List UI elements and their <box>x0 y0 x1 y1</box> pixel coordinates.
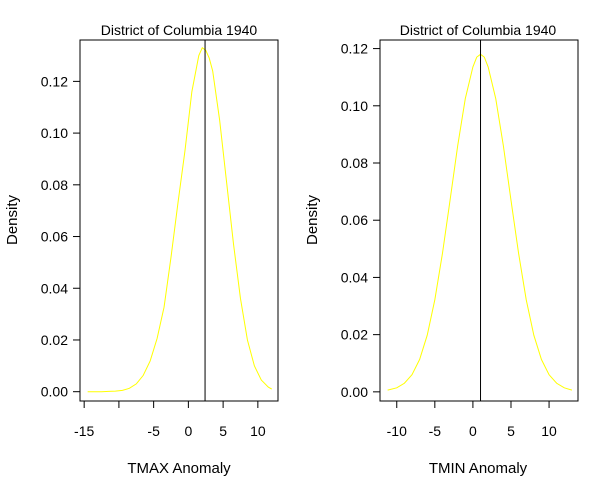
tmin-chart-title: District of Columbia 1940 <box>400 22 557 38</box>
tmin-x-tick-label: 0 <box>469 423 477 439</box>
tmin-y-tick-label: 0.10 <box>341 98 368 114</box>
tmin-x-tick-label: -10 <box>387 423 407 439</box>
tmin-x-tick-label: -5 <box>429 423 442 439</box>
tmin-x-tick-label: 10 <box>541 423 557 439</box>
tmax-plot-frame <box>79 39 279 402</box>
tmin-x-axis-label: TMIN Anomaly <box>429 460 528 477</box>
tmin-series-layer <box>387 40 573 401</box>
tmin-density-curve <box>387 53 573 391</box>
tmin-x-tick-label: 5 <box>507 423 515 439</box>
tmax-y-tick-label: 0.10 <box>41 125 68 141</box>
tmin-y-axis: 0.00 0.02 0.04 0.06 0.08 0.10 0.12 <box>341 41 380 400</box>
tmax-density-panel: District of Columbia 1940 0.000.020.040.… <box>4 22 279 477</box>
tmax-x-tick-label: -5 <box>147 423 160 439</box>
tmax-x-tick-label: 0 <box>184 423 192 439</box>
tmax-density-curve <box>87 46 273 393</box>
tmax-y-tick-label: 0.04 <box>41 280 68 296</box>
tmin-y-axis-label: Density <box>304 194 321 245</box>
tmax-x-axis-label: TMAX Anomaly <box>127 460 231 477</box>
tmax-y-tick-label: 0.08 <box>41 177 68 193</box>
tmax-y-tick-label: 0.06 <box>41 229 68 245</box>
tmin-plot-frame <box>379 39 579 402</box>
tmax-x-tick-label: 5 <box>219 423 227 439</box>
tmax-y-tick-label: 0.00 <box>41 384 68 400</box>
tmin-y-tick-label: 0.04 <box>341 269 368 285</box>
tmax-series-layer <box>87 40 273 401</box>
tmin-y-tick-label: 0.00 <box>341 384 368 400</box>
tmax-chart-title: District of Columbia 1940 <box>101 22 258 38</box>
tmax-y-tick-label: 0.02 <box>41 332 68 348</box>
tmin-y-tick-label: 0.06 <box>341 212 368 228</box>
tmax-x-axis: -15 -5 0 5 10 <box>74 401 266 439</box>
tmin-y-tick-label: 0.08 <box>341 155 368 171</box>
tmin-y-tick-label: 0.12 <box>341 41 368 57</box>
tmin-density-panel: District of Columbia 1940 0.000.020.040.… <box>304 22 579 477</box>
tmax-y-axis-label: Density <box>4 194 21 245</box>
tmax-x-tick-label: 10 <box>250 423 266 439</box>
tmax-x-tick-label: -15 <box>74 423 94 439</box>
tmin-y-tick-label: 0.02 <box>341 327 368 343</box>
tmax-y-axis: 0.00 0.02 0.04 0.06 0.08 0.10 0.12 <box>41 73 80 400</box>
tmax-y-tick-label: 0.12 <box>41 73 68 89</box>
tmin-x-axis: -10 -5 0 5 10 <box>387 401 557 439</box>
